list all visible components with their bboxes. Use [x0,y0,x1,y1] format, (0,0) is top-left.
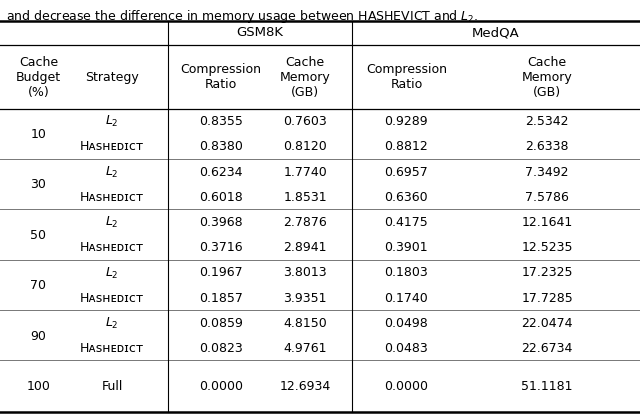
Text: 17.2325: 17.2325 [522,267,573,279]
Text: 50: 50 [31,229,46,241]
Text: 7.3492: 7.3492 [525,166,569,178]
Text: 4.8150: 4.8150 [284,317,327,330]
Text: 0.0483: 0.0483 [385,342,428,355]
Text: Strategy: Strategy [85,71,139,84]
Text: Compression
Ratio: Compression Ratio [180,63,261,91]
Text: 0.7603: 0.7603 [284,116,327,128]
Text: 2.8941: 2.8941 [284,241,327,254]
Text: 0.0859: 0.0859 [199,317,243,330]
Text: 0.6018: 0.6018 [199,191,243,204]
Text: 22.0474: 22.0474 [522,317,573,330]
Text: 0.4175: 0.4175 [385,216,428,229]
Text: 2.7876: 2.7876 [284,216,327,229]
Text: 0.0823: 0.0823 [199,342,243,355]
Text: Hᴀsʜᴇᴅɪᴄᴛ: Hᴀsʜᴇᴅɪᴄᴛ [80,141,144,153]
Text: 2.6338: 2.6338 [525,141,569,153]
Text: Hᴀsʜᴇᴅɪᴄᴛ: Hᴀsʜᴇᴅɪᴄᴛ [80,292,144,304]
Text: 12.6934: 12.6934 [280,380,331,393]
Text: 0.3968: 0.3968 [199,216,243,229]
Text: GSM8K: GSM8K [236,26,284,39]
Text: 0.8380: 0.8380 [199,141,243,153]
Text: 4.9761: 4.9761 [284,342,327,355]
Text: 0.0000: 0.0000 [199,380,243,393]
Text: $L_2$: $L_2$ [105,316,119,331]
Text: $L_2$: $L_2$ [105,114,119,129]
Text: 10: 10 [31,128,46,141]
Text: 17.7285: 17.7285 [522,292,573,304]
Text: Compression
Ratio: Compression Ratio [366,63,447,91]
Text: MedQA: MedQA [472,26,520,39]
Text: Hᴀsʜᴇᴅɪᴄᴛ: Hᴀsʜᴇᴅɪᴄᴛ [80,191,144,204]
Text: 12.1641: 12.1641 [522,216,573,229]
Text: 12.5235: 12.5235 [522,241,573,254]
Text: 100: 100 [26,380,51,393]
Text: 0.6957: 0.6957 [385,166,428,178]
Text: 3.8013: 3.8013 [284,267,327,279]
Text: $L_2$: $L_2$ [105,265,119,281]
Text: 1.7740: 1.7740 [284,166,327,178]
Text: 30: 30 [31,178,46,191]
Text: Hᴀsʜᴇᴅɪᴄᴛ: Hᴀsʜᴇᴅɪᴄᴛ [80,241,144,254]
Text: 70: 70 [31,279,46,292]
Text: 0.1967: 0.1967 [199,267,243,279]
Text: Cache
Budget
(%): Cache Budget (%) [16,55,61,99]
Text: Hᴀsʜᴇᴅɪᴄᴛ: Hᴀsʜᴇᴅɪᴄᴛ [80,342,144,355]
Text: 0.3716: 0.3716 [199,241,243,254]
Text: 0.6360: 0.6360 [385,191,428,204]
Text: 1.8531: 1.8531 [284,191,327,204]
Text: 3.9351: 3.9351 [284,292,327,304]
Text: 0.8812: 0.8812 [385,141,428,153]
Text: 0.1857: 0.1857 [199,292,243,304]
Text: 7.5786: 7.5786 [525,191,569,204]
Text: 51.1181: 51.1181 [522,380,573,393]
Text: Full: Full [101,380,123,393]
Text: Cache
Memory
(GB): Cache Memory (GB) [522,55,573,99]
Text: 22.6734: 22.6734 [522,342,573,355]
Text: 0.1803: 0.1803 [385,267,428,279]
Text: and decrease the difference in memory usage between HASHEVICT and $L_2$.: and decrease the difference in memory us… [6,8,479,25]
Text: $L_2$: $L_2$ [105,215,119,230]
Text: 0.0000: 0.0000 [385,380,428,393]
Text: 0.6234: 0.6234 [199,166,243,178]
Text: Cache
Memory
(GB): Cache Memory (GB) [280,55,331,99]
Text: 2.5342: 2.5342 [525,116,569,128]
Text: 0.0498: 0.0498 [385,317,428,330]
Text: 0.1740: 0.1740 [385,292,428,304]
Text: $L_2$: $L_2$ [105,165,119,180]
Text: 0.9289: 0.9289 [385,116,428,128]
Text: 90: 90 [31,330,46,342]
Text: 0.8120: 0.8120 [284,141,327,153]
Text: 0.8355: 0.8355 [199,116,243,128]
Text: 0.3901: 0.3901 [385,241,428,254]
